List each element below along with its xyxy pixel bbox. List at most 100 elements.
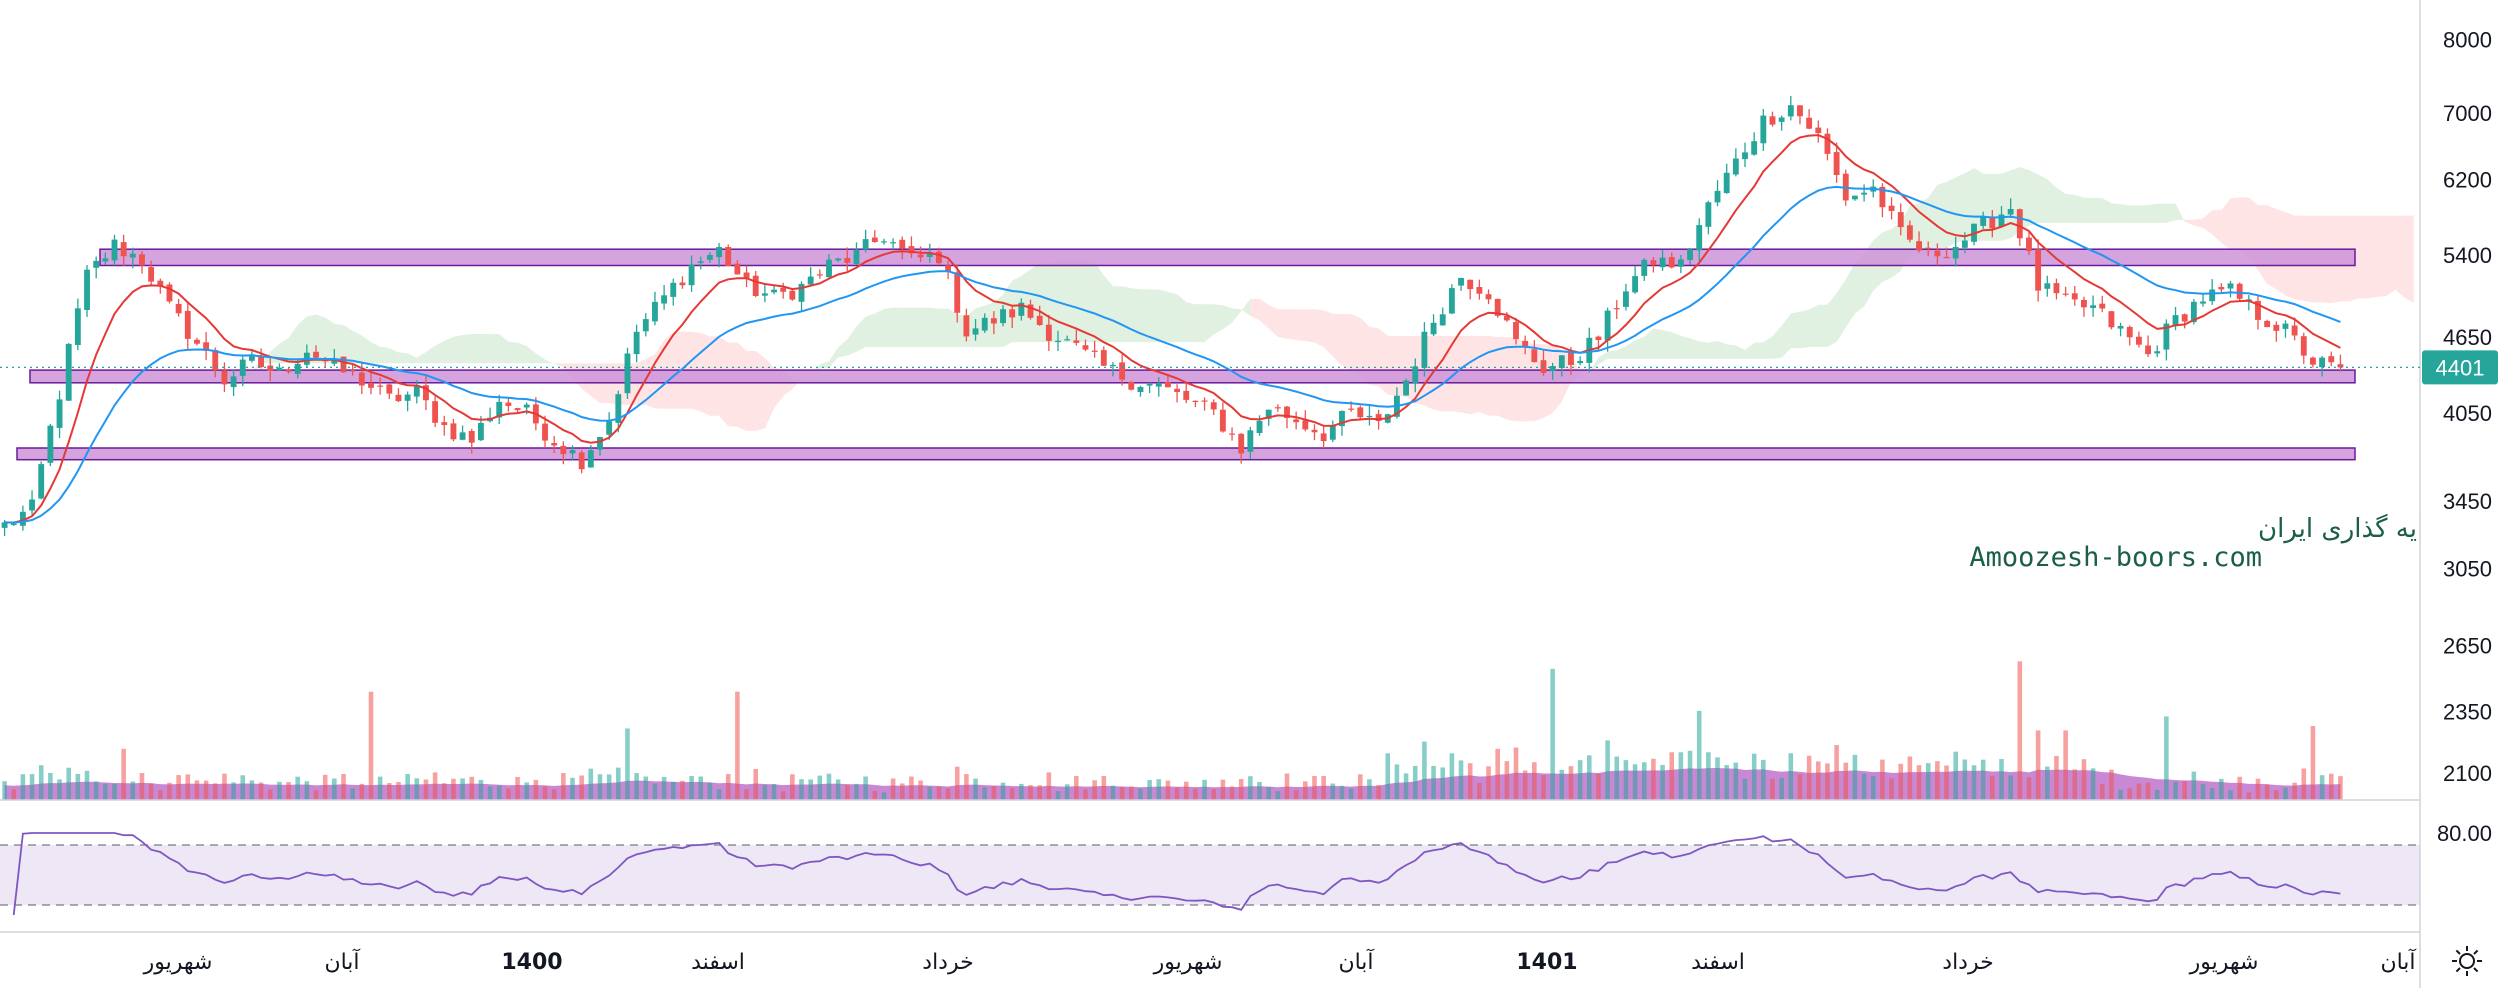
cloud-segment (2386, 215, 2396, 297)
volume-bar (1825, 763, 1830, 800)
cloud-segment (352, 330, 362, 364)
cloud-segment (545, 359, 555, 365)
volume-bar (295, 776, 300, 800)
volume-bar (432, 772, 438, 800)
volume-bar (680, 780, 685, 800)
volume-bar (881, 792, 887, 800)
cloud-segment (2166, 203, 2176, 223)
candle (1311, 424, 1318, 441)
volume-bar (533, 779, 539, 800)
volume-bar (1128, 786, 1134, 800)
cloud-segment (984, 302, 994, 347)
candle (771, 285, 777, 295)
volume-bar (2164, 716, 2169, 800)
volume-bar (1990, 775, 1995, 800)
candle (1714, 180, 1721, 207)
candle (1879, 183, 1886, 218)
volume-bar (1385, 753, 1391, 800)
volume-bar (2328, 773, 2334, 800)
cloud-segment (2138, 204, 2149, 223)
sr-zone-2 (29, 369, 2356, 384)
candle (2081, 296, 2087, 317)
volume-bar (2228, 790, 2233, 800)
volume-bar (1000, 782, 1006, 800)
cloud-segment (1790, 311, 1800, 349)
cloud-segment (1717, 340, 1727, 359)
candle (139, 251, 145, 274)
cloud-segment (2212, 210, 2222, 243)
volume-bar (2145, 782, 2151, 800)
volume-bar (2274, 790, 2279, 800)
cloud-segment (1177, 294, 1187, 343)
cloud-segment (1057, 259, 1068, 343)
cloud-segment (1992, 173, 2002, 241)
candle (2291, 317, 2298, 341)
volume-bar (1321, 775, 1326, 800)
cloud-segment (1662, 330, 1672, 359)
candle (239, 355, 246, 387)
volume-bar (1751, 753, 1757, 800)
cloud-segment (993, 294, 1004, 347)
cloud-segment (893, 307, 903, 347)
volume-bar (799, 779, 804, 800)
cloud-segment (1735, 345, 1746, 359)
volume-bar (322, 774, 328, 800)
candle (1164, 375, 1171, 388)
moving-averages (4, 134, 2341, 524)
candle (853, 242, 860, 265)
candle (972, 319, 979, 341)
candle (697, 256, 704, 270)
cloud-segment (1195, 304, 1205, 343)
candle (1146, 382, 1153, 393)
candle (1641, 258, 1648, 281)
cloud-segment (920, 307, 930, 347)
candle (597, 436, 603, 456)
cloud-segment (938, 308, 949, 347)
candle (1980, 211, 1987, 229)
candle (276, 363, 283, 371)
cloud-segment (1314, 309, 1324, 348)
volume-bar (1257, 781, 1262, 800)
volume-bar (1761, 759, 1766, 800)
cloud-segment (1607, 350, 1617, 359)
x-tick-label: 1400 (501, 950, 562, 975)
candle (368, 372, 374, 395)
volume-bar (423, 779, 429, 800)
volume-bar (1843, 762, 1849, 800)
candlestick-series (1, 95, 2344, 536)
settings-button[interactable] (2452, 946, 2482, 976)
volume-bar (790, 774, 795, 800)
cloud-segment (874, 309, 884, 347)
cloud-segment (1167, 292, 1178, 343)
volume-bar (1449, 753, 1455, 800)
candle (1888, 197, 1895, 220)
candle (1137, 385, 1144, 397)
candle (47, 423, 54, 467)
volume-bar (1422, 741, 1427, 800)
volume-bar (643, 776, 649, 800)
cloud-segment (1149, 289, 1159, 343)
volume-bar (670, 781, 676, 800)
cloud-segment (1854, 252, 1865, 314)
cloud-segment (856, 316, 866, 352)
cloud-segment (1818, 304, 1828, 347)
volume-bar (20, 774, 26, 800)
candle (2099, 295, 2106, 313)
candle (2172, 306, 2179, 331)
volume-bar (2319, 775, 2325, 800)
cloud-segment (1690, 338, 1700, 359)
cloud-segment (929, 307, 939, 347)
candle (2062, 286, 2069, 297)
volume-bar (762, 785, 768, 800)
volume-bar (2008, 775, 2013, 800)
volume-bar (2127, 788, 2133, 800)
candle (1696, 218, 1703, 262)
candle (1467, 279, 1474, 300)
candle (331, 349, 338, 367)
cloud-segment (435, 340, 445, 364)
volume-bar (1193, 788, 1198, 800)
candle (835, 257, 842, 262)
volume-bar (542, 786, 548, 800)
candle (917, 246, 924, 263)
